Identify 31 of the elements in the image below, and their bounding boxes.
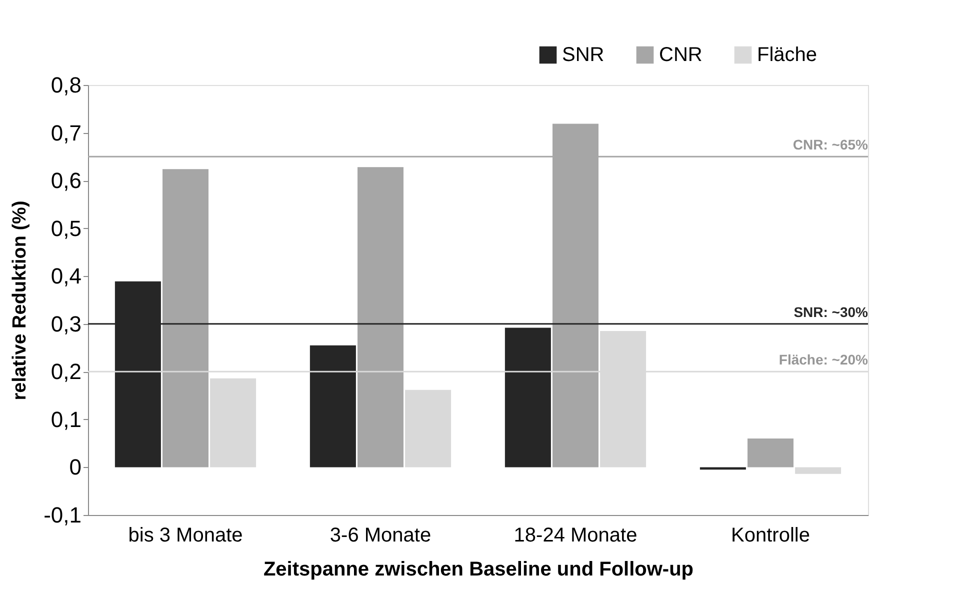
- y-tick-label: 0,1: [50, 406, 82, 432]
- bar: [748, 438, 794, 468]
- y-tick-label: 0,6: [50, 168, 82, 194]
- x-tick-label: bis 3 Monate: [128, 524, 243, 546]
- x-axis-title: Zeitspanne zwischen Baseline und Follow-up: [263, 558, 694, 580]
- y-tick-label: -0,1: [44, 502, 82, 528]
- ref-line-label: Fläche: ~20%: [778, 352, 869, 368]
- ref-line-label: CNR: ~65%: [792, 136, 869, 153]
- x-tick-label: Kontrolle: [731, 524, 810, 546]
- y-tick-label: 0,7: [50, 120, 82, 146]
- legend-label: SNR: [562, 44, 604, 66]
- bar: [405, 390, 452, 468]
- y-tick-label: 0,3: [50, 311, 82, 336]
- bar: [358, 167, 404, 468]
- y-tick-label: 0: [69, 454, 82, 480]
- bar: [795, 467, 842, 474]
- y-tick-label: 0,4: [50, 264, 82, 289]
- bar: [162, 169, 208, 468]
- legend-label: Fläche: [757, 44, 818, 66]
- x-tick-label: 18-24 Monate: [514, 524, 638, 546]
- legend-label: CNR: [659, 44, 702, 66]
- y-axis-title: relative Reduktion (%): [10, 200, 31, 400]
- bar: [504, 328, 551, 468]
- x-tick-label: 3-6 Monate: [330, 524, 432, 546]
- y-tick-label: 0,8: [50, 72, 82, 98]
- bar: [310, 345, 356, 468]
- y-tick-label: 0,5: [50, 216, 82, 241]
- y-tick-label: 0,2: [50, 359, 82, 384]
- bar: [210, 378, 256, 468]
- bar: [700, 467, 746, 470]
- ref-line-label: SNR: ~30%: [794, 304, 869, 320]
